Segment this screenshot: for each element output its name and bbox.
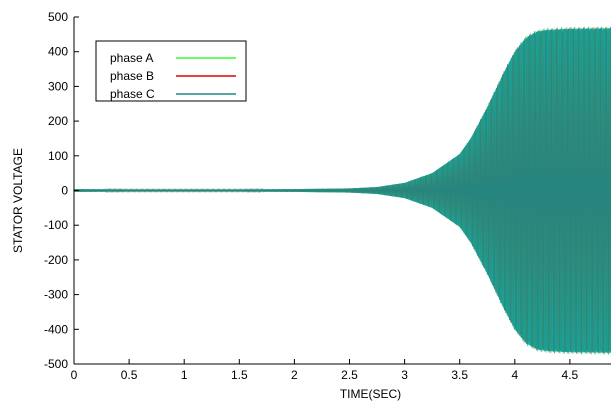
legend-label: phase C: [110, 87, 155, 101]
y-tick-label: 0: [61, 184, 68, 198]
legend-label: phase B: [110, 69, 154, 83]
y-tick-label: -300: [44, 288, 68, 302]
x-tick-label: 2: [291, 368, 298, 382]
legend-label: phase A: [110, 51, 153, 65]
y-tick-label: 200: [48, 114, 68, 128]
legend: phase A phase B phase C: [95, 40, 247, 102]
y-tick-label: 400: [48, 45, 68, 59]
x-tick-label: 2.5: [341, 368, 358, 382]
x-tick-label: 3: [401, 368, 408, 382]
legend-box: [95, 40, 247, 102]
y-tick-label: 500: [48, 10, 68, 24]
plot-area: [74, 26, 611, 355]
y-tick-label: -200: [44, 253, 68, 267]
ticks: 00.511.522.533.544.555004003002001000-10…: [44, 10, 579, 382]
y-tick-label: -400: [44, 322, 68, 336]
x-tick-label: 4.5: [562, 368, 579, 382]
x-tick-label: 3.5: [451, 368, 468, 382]
y-tick-label: -500: [44, 357, 68, 371]
y-axis-label: STATOR VOLTAGE: [11, 148, 25, 253]
y-tick-label: 300: [48, 79, 68, 93]
y-tick-label: -100: [44, 218, 68, 232]
x-tick-label: 4: [511, 368, 518, 382]
x-tick-label: 0.5: [121, 368, 138, 382]
x-axis-label: TIME(SEC): [340, 387, 401, 401]
x-tick-label: 1: [181, 368, 188, 382]
y-tick-label: 100: [48, 149, 68, 163]
x-tick-label: 1.5: [231, 368, 248, 382]
series-line-phase-c: [74, 26, 611, 355]
x-tick-label: 0: [71, 368, 78, 382]
